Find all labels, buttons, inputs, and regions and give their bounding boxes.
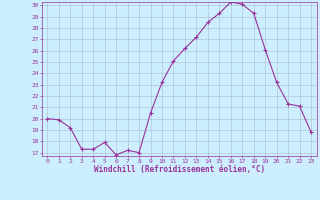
X-axis label: Windchill (Refroidissement éolien,°C): Windchill (Refroidissement éolien,°C) xyxy=(94,165,265,174)
